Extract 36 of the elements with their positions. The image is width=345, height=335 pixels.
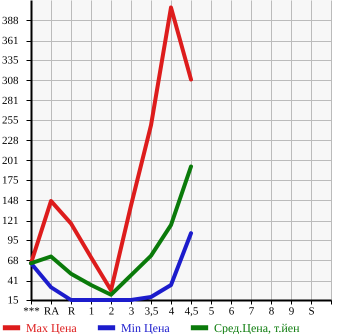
line-series: [29, 231, 193, 302]
x-tick-label: 7: [248, 306, 255, 318]
x-tick-label: 5: [208, 306, 215, 318]
x-tick-label: 9: [288, 306, 295, 318]
y-tick-label: 15: [8, 294, 19, 306]
x-tick-label: R: [68, 306, 76, 318]
y-tick-label: 388: [2, 14, 19, 27]
y-tick-label: 335: [2, 54, 19, 66]
x-tick-label: 6: [228, 306, 235, 318]
y-tick-label: 308: [2, 74, 19, 87]
x-tick-label: 4: [168, 306, 175, 318]
x-tick-label: 8: [268, 306, 275, 318]
x-tick-label: S: [308, 306, 315, 318]
x-tick-label: 4,5: [184, 306, 199, 318]
x-tick-label: 1: [88, 306, 94, 318]
y-tick-label: 361: [2, 35, 18, 47]
line-series: [29, 6, 193, 292]
y-tick-label: 95: [8, 234, 19, 246]
y-tick-label: 201: [2, 155, 18, 167]
legend-label: Min Цена: [121, 320, 170, 335]
y-tick-label: 228: [2, 134, 19, 147]
x-tick-label: 3,5: [144, 306, 159, 318]
y-tick-label: 175: [2, 174, 19, 186]
y-tick-label: 148: [2, 194, 19, 207]
legend-label: Max Цена: [26, 320, 78, 335]
x-tick-label: 3: [128, 306, 135, 318]
y-tick-label: 68: [8, 254, 19, 267]
y-tick-label: 121: [2, 215, 18, 227]
y-tick-label: 41: [8, 275, 18, 287]
x-tick-label: 2: [108, 306, 114, 318]
x-tick-label: RA: [44, 306, 60, 318]
line-series: [29, 164, 193, 297]
legend-label: Сред.Цена, т.йен: [214, 320, 300, 335]
x-tick-label: ***: [23, 306, 40, 318]
y-tick-label: 255: [2, 114, 19, 126]
y-tick-label: 281: [2, 95, 18, 107]
